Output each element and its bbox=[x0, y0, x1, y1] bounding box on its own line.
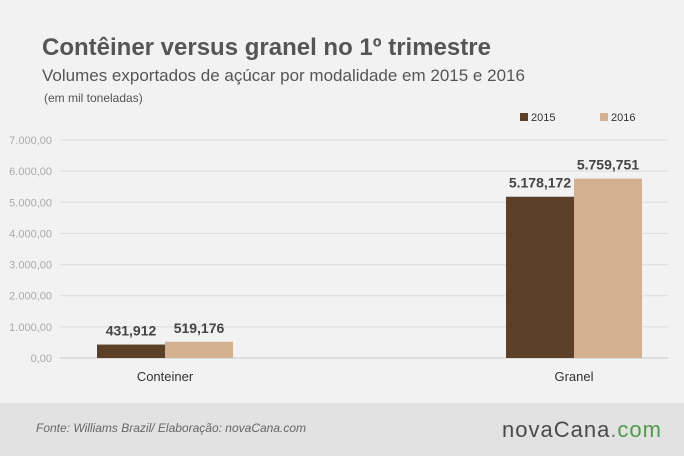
x-tick-label: Granel bbox=[554, 369, 593, 384]
bar bbox=[574, 178, 642, 358]
y-tick-label: 0,00 bbox=[31, 353, 52, 365]
logo-part-nova: nova bbox=[502, 417, 554, 442]
chart-title: Contêiner versus granel no 1º trimestre bbox=[42, 34, 491, 61]
logo-part-cana: Cana bbox=[553, 417, 611, 442]
y-tick-label: 6.000,00 bbox=[9, 166, 52, 178]
data-label: 5.759,751 bbox=[577, 157, 639, 173]
legend-swatch bbox=[520, 113, 528, 121]
novacana-logo: novaCana.com bbox=[502, 417, 662, 443]
y-tick-label: 1.000,00 bbox=[9, 322, 52, 334]
bar bbox=[165, 341, 233, 358]
y-tick-label: 7.000,00 bbox=[9, 135, 52, 147]
data-label: 5.178,172 bbox=[509, 175, 571, 191]
logo-part-com: .com bbox=[610, 417, 662, 442]
bar bbox=[97, 344, 165, 358]
legend-label: 2015 bbox=[531, 112, 555, 124]
y-tick-label: 2.000,00 bbox=[9, 291, 52, 303]
y-tick-label: 5.000,00 bbox=[9, 197, 52, 209]
x-tick-label: Conteiner bbox=[137, 369, 194, 384]
legend-label: 2016 bbox=[611, 112, 635, 124]
data-label: 431,912 bbox=[106, 323, 157, 339]
chart-subtitle: Volumes exportados de açúcar por modalid… bbox=[42, 66, 525, 85]
footer-bar: Fonte: Williams Brazil/ Elaboração: nova… bbox=[0, 403, 684, 456]
bar-chart: 0,00 1.000,00 2.000,00 3.000,00 4.000,00 5.00… bbox=[9, 112, 668, 384]
y-tick-label: 3.000,00 bbox=[9, 260, 52, 272]
data-label: 519,176 bbox=[174, 320, 225, 336]
legend-swatch bbox=[600, 113, 608, 121]
bar bbox=[506, 196, 574, 358]
unit-note: (em mil toneladas) bbox=[44, 91, 143, 105]
y-tick-label: 4.000,00 bbox=[9, 228, 52, 240]
source-note: Fonte: Williams Brazil/ Elaboração: nova… bbox=[36, 421, 307, 435]
